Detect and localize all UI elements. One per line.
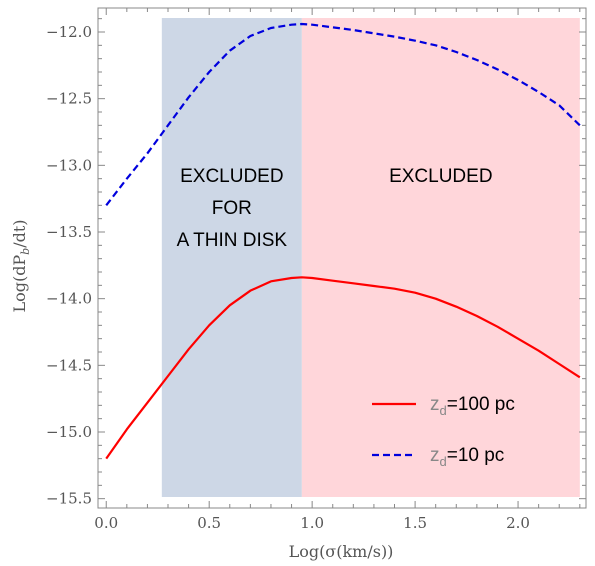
x-tick-label: 0.0	[94, 514, 118, 532]
y-axis-title-subscript: b	[19, 248, 32, 255]
x-tick-label: 1.5	[403, 514, 427, 532]
legend-label-1: zd=100 pc	[430, 394, 515, 418]
plot-border	[97, 7, 587, 509]
legend-label-subscript: d	[440, 403, 447, 418]
ticks-layer: 0.0 0.5 1.0 1.5 2.0 −12.0 −12.5 −13.0 −13.5 −14.0…	[46, 8, 586, 532]
legend-label-value: =10 pc	[447, 445, 505, 466]
plot-frame	[97, 7, 587, 509]
x-tick-label: 0.5	[197, 514, 221, 532]
y-tick-label: −13.5	[46, 223, 92, 241]
y-tick-label: −12.0	[46, 23, 92, 41]
y-tick-label: −12.5	[46, 90, 92, 108]
x-axis-title: Log(σ(km/s))	[289, 542, 394, 561]
legend-label-main: z	[430, 445, 440, 466]
legend-label-value: =100 pc	[447, 394, 515, 415]
y-tick-label: −13.0	[46, 156, 92, 174]
x-tick-label: 2.0	[506, 514, 530, 532]
y-tick-label: −14.0	[46, 290, 92, 308]
region-label-2-line-1: EXCLUDED	[389, 166, 492, 187]
series-line-1	[105, 276, 581, 460]
y-tick-label: −15.0	[46, 423, 92, 441]
y-axis-title: Log(dPb/dt)	[10, 219, 32, 312]
legend-label-subscript: d	[440, 454, 447, 469]
regions-layer	[161, 18, 580, 497]
excluded-region-2	[301, 18, 580, 497]
region-label-1-line-3: A THIN DISK	[177, 230, 288, 251]
legend-label-2: zd=10 pc	[430, 445, 504, 469]
series-line-2	[105, 22, 581, 207]
excluded-region-1	[161, 18, 302, 497]
region-label-1-line-2: FOR	[212, 198, 252, 219]
y-axis-title-part: /dt)	[10, 219, 29, 247]
y-tick-label: −14.5	[46, 356, 92, 374]
legend-label-main: z	[430, 394, 440, 415]
series-layer	[105, 22, 581, 460]
x-tick-label: 1.0	[300, 514, 324, 532]
region-labels: EXCLUDED FOR A THIN DISK EXCLUDED	[177, 166, 493, 251]
y-tick-label: −15.5	[46, 490, 92, 508]
y-axis-title-part: Log(dP	[10, 255, 29, 313]
region-label-1-line-1: EXCLUDED	[180, 166, 283, 187]
